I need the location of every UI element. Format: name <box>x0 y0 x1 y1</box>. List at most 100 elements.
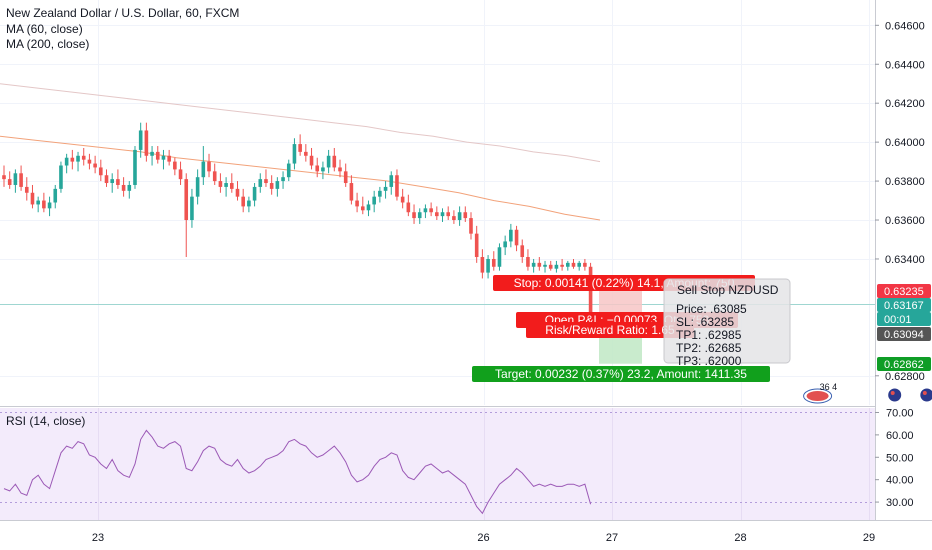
candle-77[interactable] <box>440 208 445 222</box>
candle-94[interactable] <box>537 257 542 271</box>
candle-102[interactable] <box>583 258 587 271</box>
candle-92[interactable] <box>526 249 530 271</box>
candle-27[interactable] <box>155 146 160 164</box>
candle-41[interactable] <box>235 181 240 201</box>
candle-21[interactable] <box>121 177 126 197</box>
candle-8[interactable] <box>47 196 52 217</box>
candle-29[interactable] <box>167 149 171 166</box>
candle-42[interactable] <box>241 188 245 213</box>
candle-52[interactable] <box>298 134 302 156</box>
candle-44[interactable] <box>252 183 257 207</box>
candle-90[interactable] <box>514 225 519 252</box>
candle-66[interactable] <box>378 186 382 203</box>
candle-99[interactable] <box>566 260 570 271</box>
candle-80[interactable] <box>457 206 462 226</box>
candle-50[interactable] <box>286 159 291 182</box>
candle-20[interactable] <box>116 169 120 189</box>
candle-68[interactable] <box>389 171 394 195</box>
candles[interactable] <box>2 122 593 320</box>
rsi-line[interactable] <box>3 429 592 515</box>
candle-48[interactable] <box>275 177 280 197</box>
event-icons[interactable]: 36 47 64 <box>803 382 932 404</box>
candle-73[interactable] <box>417 208 422 224</box>
candle-84[interactable] <box>480 249 485 279</box>
candle-95[interactable] <box>543 260 547 273</box>
candle-49[interactable] <box>281 171 285 189</box>
candle-0[interactable] <box>2 165 6 187</box>
candle-38[interactable] <box>218 173 223 193</box>
candle-60[interactable] <box>343 163 348 187</box>
candle-62[interactable] <box>355 192 359 213</box>
candle-64[interactable] <box>366 200 371 217</box>
candle-14[interactable] <box>81 147 86 166</box>
candle-15[interactable] <box>87 153 92 170</box>
candle-67[interactable] <box>383 181 388 199</box>
candle-9[interactable] <box>53 184 58 209</box>
candle-34[interactable] <box>195 169 200 205</box>
candle-39[interactable] <box>224 177 228 197</box>
candle-100[interactable] <box>571 258 576 269</box>
candle-61[interactable] <box>349 175 354 205</box>
candle-43[interactable] <box>247 196 251 213</box>
candle-54[interactable] <box>309 147 314 170</box>
event-nz-flag-icon-1[interactable] <box>887 387 903 403</box>
candle-33[interactable] <box>190 188 194 228</box>
candle-63[interactable] <box>360 196 365 215</box>
candle-36[interactable] <box>207 153 211 178</box>
candle-74[interactable] <box>423 204 428 219</box>
candle-89[interactable] <box>509 223 513 248</box>
candle-93[interactable] <box>531 258 536 273</box>
candle-46[interactable] <box>264 169 268 187</box>
candle-83[interactable] <box>474 225 479 263</box>
candle-11[interactable] <box>64 153 69 174</box>
candle-70[interactable] <box>400 188 405 209</box>
rsi-pane[interactable] <box>0 412 875 515</box>
candle-103[interactable] <box>588 262 593 320</box>
candle-31[interactable] <box>178 161 183 185</box>
candle-69[interactable] <box>395 169 399 201</box>
candle-24[interactable] <box>138 122 143 158</box>
candle-6[interactable] <box>36 196 40 213</box>
candle-91[interactable] <box>520 239 525 263</box>
candle-13[interactable] <box>76 151 80 172</box>
candle-85[interactable] <box>486 255 490 279</box>
candle-28[interactable] <box>161 149 166 170</box>
time-axis[interactable]: 232627282930Sep <box>92 532 932 544</box>
candle-5[interactable] <box>30 184 35 209</box>
candle-97[interactable] <box>554 260 559 273</box>
candle-16[interactable] <box>93 155 97 174</box>
candle-79[interactable] <box>452 210 456 224</box>
candle-47[interactable] <box>269 175 274 195</box>
candle-59[interactable] <box>338 159 342 178</box>
candle-35[interactable] <box>201 146 206 185</box>
candle-22[interactable] <box>127 181 132 199</box>
candle-58[interactable] <box>332 147 337 172</box>
candle-7[interactable] <box>42 192 46 213</box>
candle-76[interactable] <box>435 206 439 221</box>
candle-26[interactable] <box>150 146 154 166</box>
candle-3[interactable] <box>19 165 23 191</box>
candle-87[interactable] <box>497 243 502 271</box>
candle-12[interactable] <box>70 149 75 170</box>
candle-18[interactable] <box>104 169 109 187</box>
candle-25[interactable] <box>144 122 149 162</box>
candle-17[interactable] <box>99 159 103 182</box>
candle-82[interactable] <box>469 212 473 240</box>
event-nz-flag-icon-2[interactable] <box>919 387 932 403</box>
candle-1[interactable] <box>7 171 12 189</box>
candle-56[interactable] <box>321 161 325 180</box>
candle-30[interactable] <box>173 157 177 176</box>
event-us-flag-icon-0[interactable]: 36 4 <box>803 382 838 404</box>
candle-55[interactable] <box>315 157 320 178</box>
candle-78[interactable] <box>446 206 451 221</box>
candle-57[interactable] <box>326 149 331 174</box>
candle-19[interactable] <box>110 173 115 193</box>
candle-32[interactable] <box>184 173 189 258</box>
candle-4[interactable] <box>24 177 29 201</box>
candle-71[interactable] <box>406 194 411 217</box>
candle-40[interactable] <box>230 173 234 193</box>
candle-37[interactable] <box>212 163 217 185</box>
candle-88[interactable] <box>503 235 507 256</box>
candle-81[interactable] <box>463 206 468 222</box>
